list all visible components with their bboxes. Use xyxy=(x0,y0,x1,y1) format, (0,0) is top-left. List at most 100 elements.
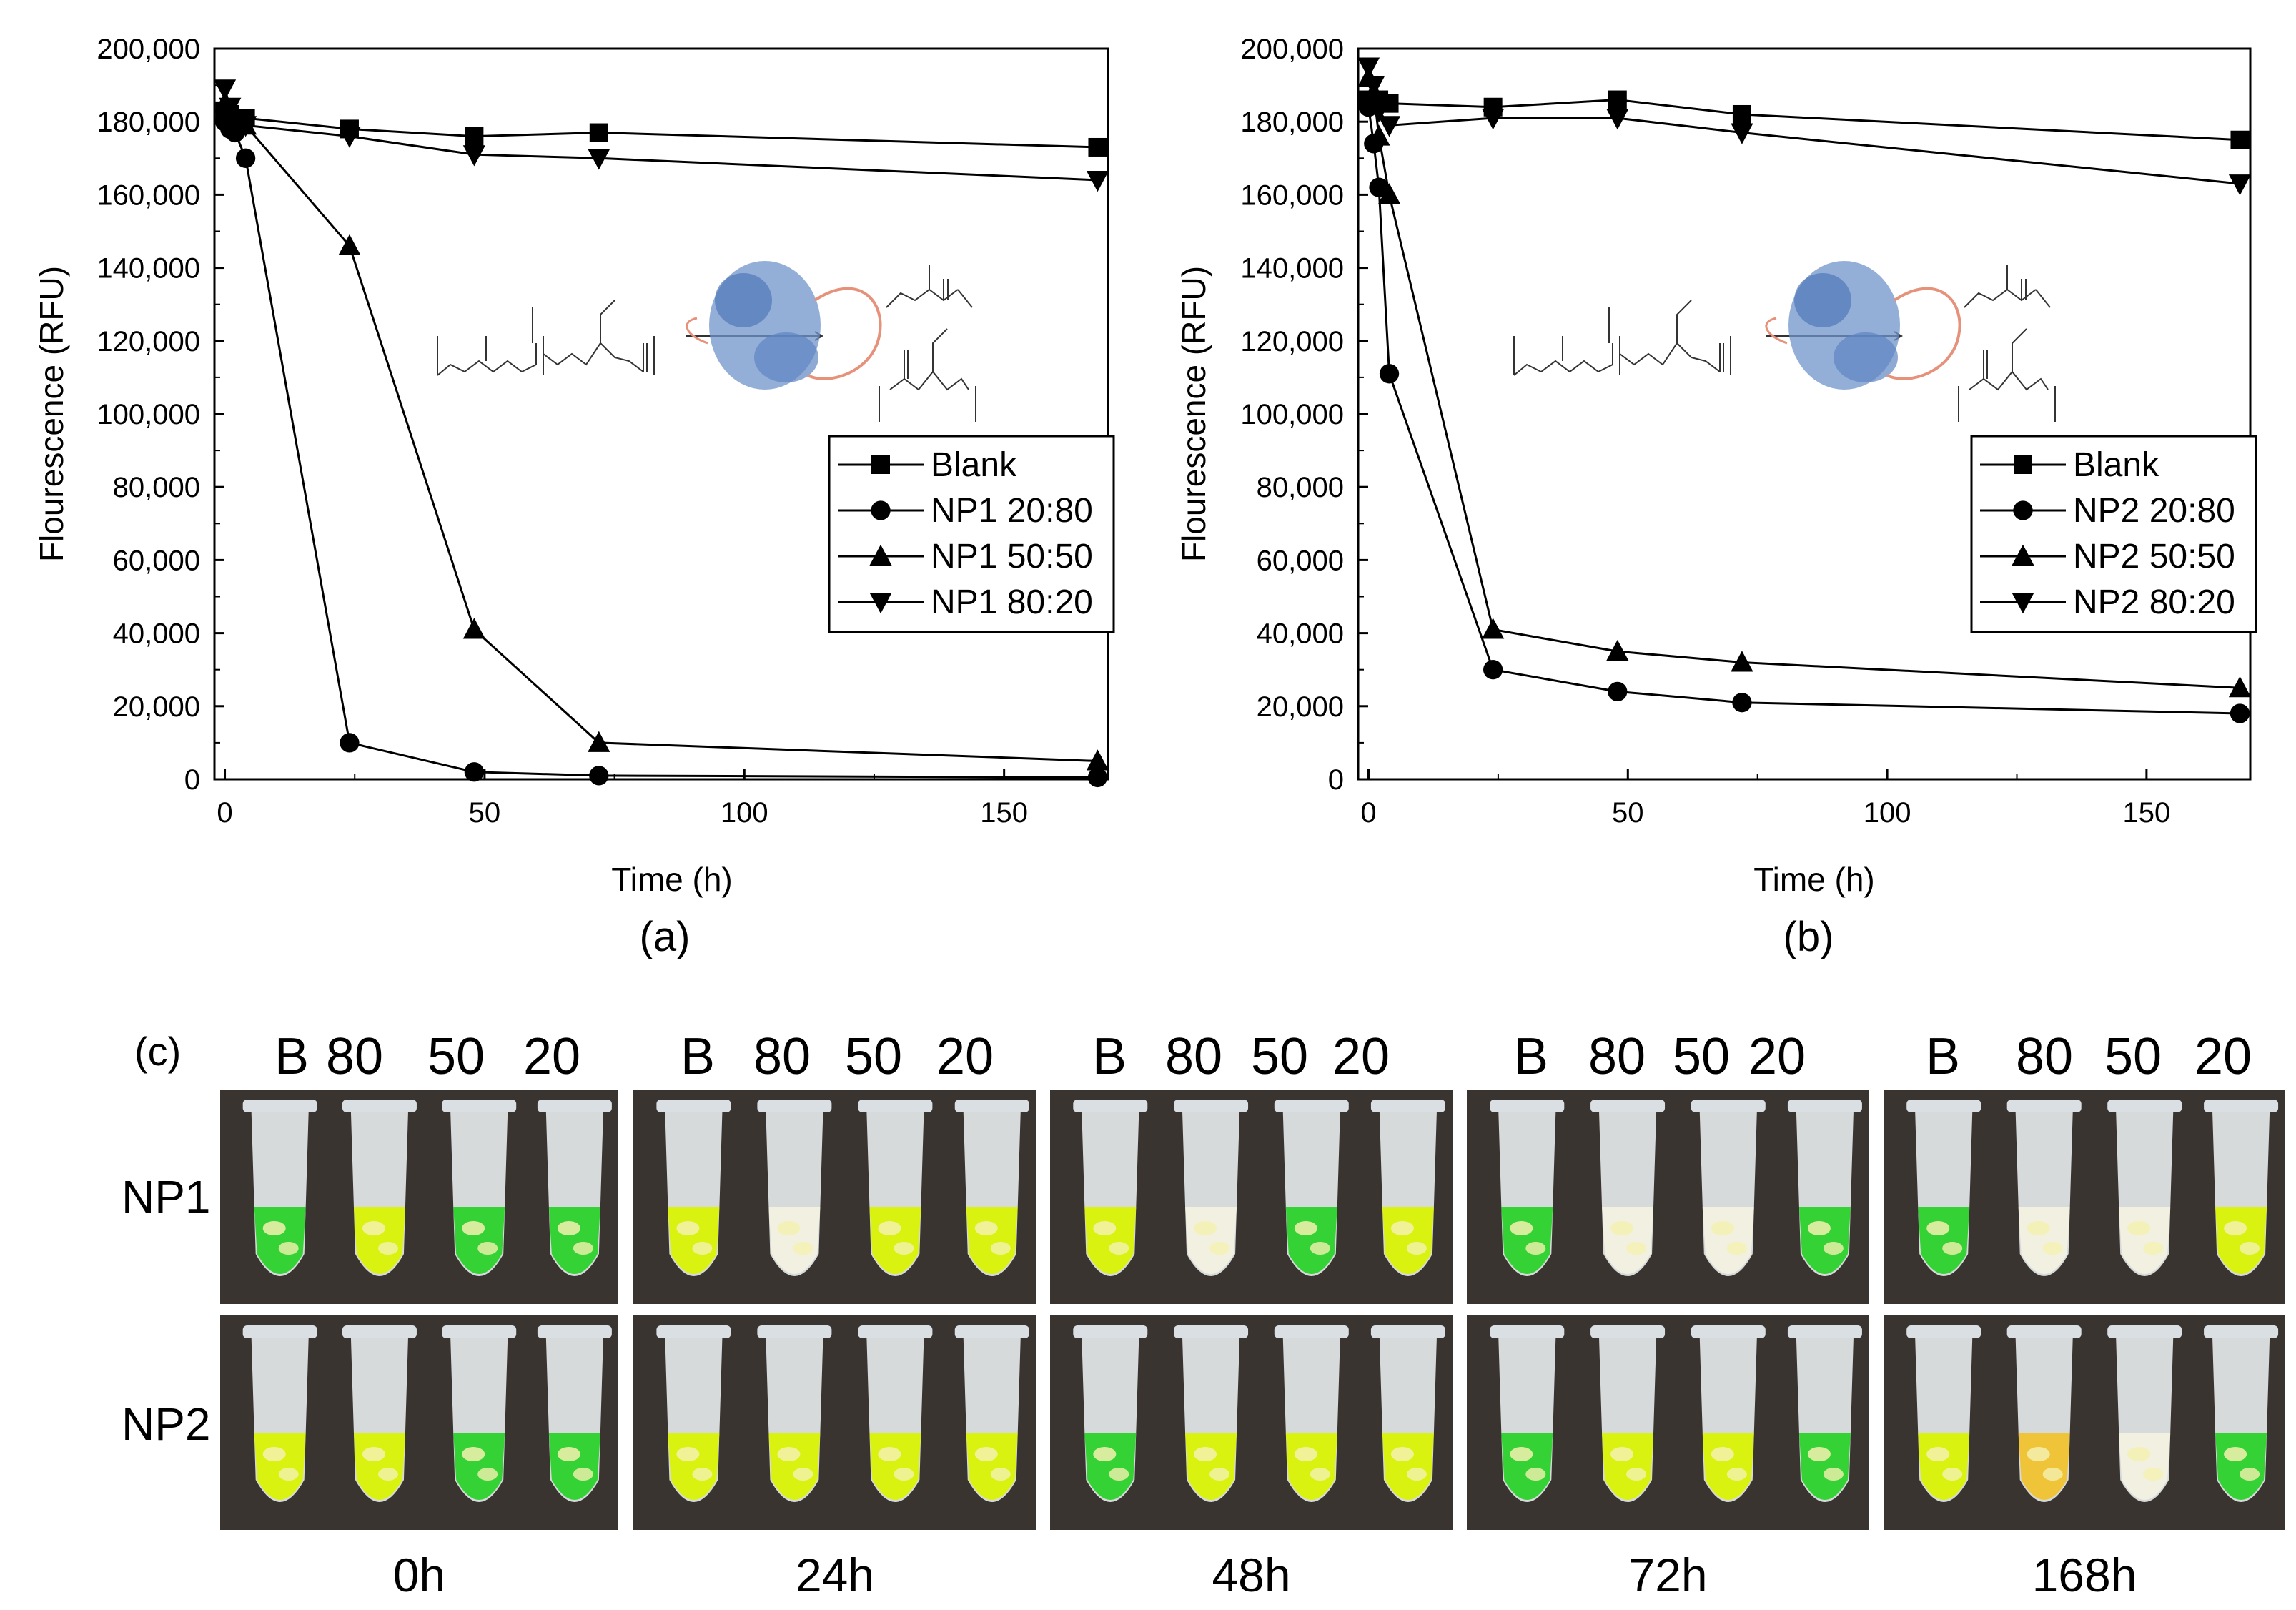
tube-cap xyxy=(1073,1100,1148,1112)
tube-cap xyxy=(1590,1100,1666,1112)
data-point xyxy=(1377,183,1401,204)
polymer-particles xyxy=(1823,1468,1844,1481)
polymer-particles xyxy=(1626,1242,1647,1255)
data-point xyxy=(588,149,610,170)
column-label: B xyxy=(1926,1028,1960,1085)
polymer-particles xyxy=(262,1221,286,1235)
polymer-branch-drawing-2 xyxy=(600,300,655,375)
data-point xyxy=(1606,109,1629,130)
tube-cap xyxy=(656,1100,731,1112)
tube-cap xyxy=(2204,1100,2279,1112)
product-hydroxyvalerate-drawing xyxy=(879,328,976,422)
polymer-particles xyxy=(1626,1468,1647,1481)
y-axis-label-a: Flourescence (RFU) xyxy=(33,266,70,562)
polymer-particles xyxy=(1406,1468,1427,1481)
y-tick-labels-b: 0 20,000 40,000 60,000 80,000 100,000 120,000 1… xyxy=(1240,34,1344,796)
data-point xyxy=(1732,693,1752,713)
polymer-particles xyxy=(1926,1221,1950,1235)
legend-marker xyxy=(871,500,891,520)
polymer-particles xyxy=(2143,1468,2164,1481)
y-tick-label: 20,000 xyxy=(113,691,200,723)
tube-cap xyxy=(442,1325,517,1338)
polymer-particles xyxy=(1390,1447,1414,1461)
tube-cap xyxy=(858,1325,933,1338)
polymer-particles xyxy=(377,1242,398,1255)
y-tick-label: 120,000 xyxy=(97,326,200,357)
data-point xyxy=(2228,174,2252,196)
data-point xyxy=(1377,116,1401,137)
polymer-particles xyxy=(676,1221,700,1235)
polymer-particles xyxy=(777,1221,801,1235)
polymer-particles xyxy=(1711,1447,1734,1461)
tube-cap xyxy=(242,1325,317,1338)
polymer-chain-drawing xyxy=(1513,336,1599,376)
legend-marker xyxy=(2012,593,2034,614)
polymer-particles xyxy=(1209,1468,1230,1481)
reaction-scheme-b xyxy=(1513,265,2056,422)
legend-marker xyxy=(869,593,892,614)
polymer-particles xyxy=(1926,1447,1950,1461)
chart-panel-b: 0 20,000 40,000 60,000 80,000 100,000 120,000 1… xyxy=(1175,34,2257,960)
data-point xyxy=(219,97,242,119)
data-point xyxy=(2230,703,2250,723)
data-point xyxy=(1086,170,1109,192)
column-label: 50 xyxy=(845,1028,902,1085)
row-labels: NP1 NP2 xyxy=(122,1171,211,1450)
axis-ticks-b xyxy=(1358,47,2148,781)
column-labels: B 80 50 20 B 80 50 20 B 80 50 20 B 80 50 20 B 80 50 20 xyxy=(274,1028,2252,1085)
polymer-particles xyxy=(2027,1221,2050,1235)
column-label: 20 xyxy=(523,1028,580,1085)
data-point xyxy=(1482,109,1505,130)
polymer-particles xyxy=(2127,1447,2151,1461)
data-point xyxy=(462,618,485,639)
product-hydroxyvalerate-drawing xyxy=(1958,328,2056,422)
photo-panel-c: (c) B 80 50 20 B 80 50 20 B 80 50 20 B 80 50 20 B 80 50 20 … xyxy=(122,1028,2285,1601)
polymer-particles xyxy=(878,1447,901,1461)
tube-cap xyxy=(537,1325,612,1338)
data-point xyxy=(589,766,609,786)
product-hydroxybutyrate-drawing xyxy=(1964,265,2051,308)
column-label: B xyxy=(681,1028,715,1085)
tube-cap xyxy=(954,1325,1029,1338)
tube-cap xyxy=(1787,1325,1862,1338)
polymer-particles xyxy=(974,1447,998,1461)
panel-label-b: (b) xyxy=(1783,914,1834,960)
y-tick-label: 0 xyxy=(1328,764,1344,796)
polymer-particles xyxy=(573,1468,593,1481)
data-point xyxy=(2228,676,2252,698)
tube-cap xyxy=(342,1100,417,1112)
product-hydroxybutyrate-drawing xyxy=(886,265,973,308)
polymer-particles xyxy=(362,1447,385,1461)
data-point xyxy=(338,234,361,255)
row-label: NP1 xyxy=(122,1171,211,1223)
polymer-particles xyxy=(1726,1242,1747,1255)
polymer-particles xyxy=(2042,1242,2063,1255)
y-tick-label: 140,000 xyxy=(97,253,200,285)
polymer-particles xyxy=(462,1447,485,1461)
x-tick-label: 100 xyxy=(721,797,768,829)
time-label: 168h xyxy=(2032,1549,2137,1601)
legend-label: Blank xyxy=(2073,446,2159,484)
column-label: 50 xyxy=(427,1028,485,1085)
enzyme-structure-illustration xyxy=(1765,261,1961,390)
panel-label-c: (c) xyxy=(134,1029,181,1074)
polymer-particles xyxy=(1093,1221,1117,1235)
polymer-particles xyxy=(1510,1447,1533,1461)
tube-cap xyxy=(1906,1100,1981,1112)
tube-cap xyxy=(1787,1100,1862,1112)
polymer-particles xyxy=(1942,1242,1963,1255)
tube-cap xyxy=(2204,1325,2279,1338)
tube-cap xyxy=(1274,1100,1349,1112)
series-line-4 xyxy=(1367,66,2240,185)
tube-cap xyxy=(1174,1100,1249,1112)
photo-grid xyxy=(220,1090,2285,1530)
polymer-particles xyxy=(1294,1447,1317,1461)
polymer-particles xyxy=(2224,1447,2247,1461)
polymer-particles xyxy=(377,1468,398,1481)
polymer-branch-drawing-2 xyxy=(1676,300,1731,375)
data-point xyxy=(338,127,361,148)
polymer-particles xyxy=(557,1447,580,1461)
polymer-particles xyxy=(477,1468,498,1481)
polymer-particles xyxy=(777,1447,801,1461)
